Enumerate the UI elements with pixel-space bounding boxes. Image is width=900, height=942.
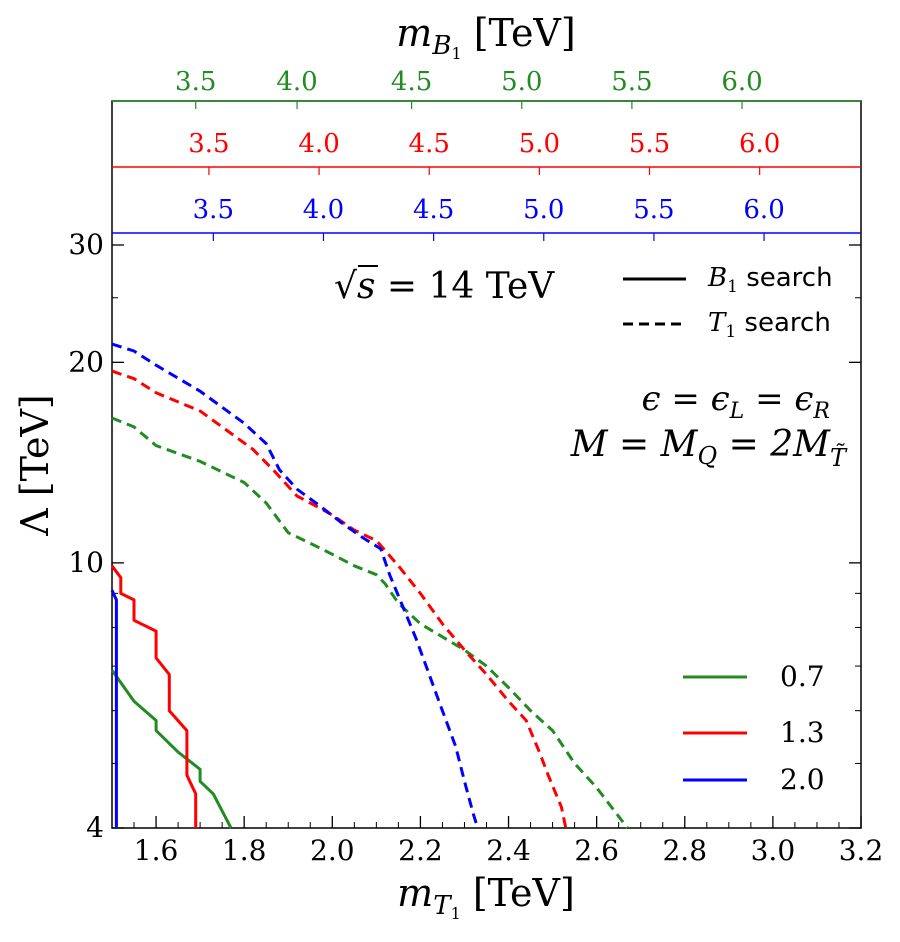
series-b1-search-2.0 (110, 589, 118, 828)
top-row-tick-label: 3.5 (188, 129, 229, 159)
legend-t1-symbol: T (708, 308, 727, 338)
top-row-tick-label: 5.0 (501, 67, 542, 97)
top-row-tick-label: 5.5 (629, 129, 670, 159)
y-axis-title: Λ [TeV] (13, 394, 57, 537)
eps-sub-l: L (729, 399, 745, 424)
series-t1-search-0.7 (111, 416, 629, 829)
top-row-tick-label: 5.0 (519, 129, 560, 159)
color-legend: 0.7 1.3 2.0 (683, 660, 825, 796)
eps-sub-r: R (812, 399, 830, 424)
legend-b1-label: B1 search (707, 263, 833, 297)
epsilon-annotation: ϵ = ϵL = ϵR (641, 379, 830, 424)
x-axis-title-subsub: 1 (451, 904, 461, 923)
energy-annotation: √s = 14 TeV (334, 266, 555, 307)
legend-label-1.3: 1.3 (780, 716, 825, 749)
top-row-tick-label: 4.0 (298, 129, 339, 159)
top-row-tick-label: 4.5 (409, 129, 450, 159)
top-axis-title-main: m (396, 11, 432, 55)
mass-annotation: M = MQ = 2MT̃ (570, 424, 848, 472)
legend-label-0.7: 0.7 (780, 660, 825, 693)
x-tick-label: 2.6 (574, 834, 619, 867)
top-row-tick-label: 6.0 (739, 129, 780, 159)
series-t1-search-1.3 (111, 369, 568, 829)
mass-sub-q: Q (697, 442, 717, 470)
legend-t1-label: T1 search (708, 308, 831, 342)
top-row-tick-label: 6.0 (721, 67, 762, 97)
top-row-tick-label: 4.0 (303, 195, 344, 225)
axis-ticks: 1.6 1.8 2.0 2.2 2.4 2.6 2.8 3.0 3.2 4 10 20 30 (68, 228, 883, 867)
top-axis-title-unit: [TeV] (462, 11, 576, 55)
legend-b1-symbol: B (707, 263, 727, 293)
top-row-tick-label: 5.5 (611, 67, 652, 97)
top-axis-title-sub: B (431, 31, 451, 61)
top-axis-rows: 3.5 4.0 4.5 5.0 5.5 6.0 3.5 4.0 4.5 5.0 5.5 6.0 3.5 4… (112, 67, 861, 241)
energy-sqrt: √ (334, 266, 357, 307)
x-tick-label: 1.6 (134, 834, 179, 867)
eps-text: ϵ = ϵ (641, 379, 729, 419)
top-row-tick-label: 6.0 (743, 195, 784, 225)
energy-var: s (357, 266, 375, 307)
y-tick-label: 20 (68, 345, 104, 378)
x-tick-label: 3.2 (839, 834, 884, 867)
legend-t1-text: search (736, 308, 831, 338)
x-tick-label: 3.0 (751, 834, 796, 867)
x-axis-title-unit: [TeV] (461, 871, 575, 915)
top-row-tick-label: 3.5 (193, 195, 234, 225)
eps-mid: = ϵ (744, 379, 813, 419)
x-axis-title-main: m (397, 871, 433, 915)
legend-t1-sub: 1 (725, 322, 736, 342)
y-axis-title-unit: [TeV] (13, 394, 57, 508)
mass-sub-t: T̃ (830, 444, 848, 472)
x-tick-label: 2.0 (310, 834, 355, 867)
x-tick-label: 2.4 (486, 834, 531, 867)
mass-mid: = 2M (717, 424, 831, 465)
top-axis-title-subsub: 1 (451, 44, 461, 63)
series-t1-search-2.0 (111, 342, 480, 829)
legend-b1-text: search (738, 263, 833, 293)
energy-text: = 14 TeV (375, 266, 555, 307)
y-tick-label: 4 (86, 811, 104, 844)
series-b1-search-0.7 (110, 669, 233, 829)
top-row-tick-label: 3.5 (175, 67, 216, 97)
x-tick-label: 1.8 (222, 834, 267, 867)
legend-label-2.0: 2.0 (780, 763, 825, 796)
x-axis-title: mT1 [TeV] (397, 871, 575, 923)
y-tick-label: 10 (68, 546, 104, 579)
mass-text: M = M (570, 424, 699, 465)
legend-b1-sub: 1 (727, 277, 738, 297)
y-tick-label: 30 (68, 228, 104, 261)
y-axis-title-main: Λ (13, 508, 57, 537)
top-row-tick-label: 4.5 (391, 67, 432, 97)
x-axis-title-sub: T (433, 891, 452, 921)
x-tick-label: 2.2 (398, 834, 443, 867)
series-lines (110, 342, 629, 829)
x-tick-label: 2.8 (662, 834, 707, 867)
top-row-tick-label: 4.5 (413, 195, 454, 225)
top-row-tick-label: 5.0 (523, 195, 564, 225)
top-row-tick-label: 5.5 (633, 195, 674, 225)
top-axis-title: mB1 [TeV] (396, 11, 575, 63)
series-b1-search-1.3 (110, 564, 198, 828)
top-row-tick-label: 4.0 (276, 67, 317, 97)
